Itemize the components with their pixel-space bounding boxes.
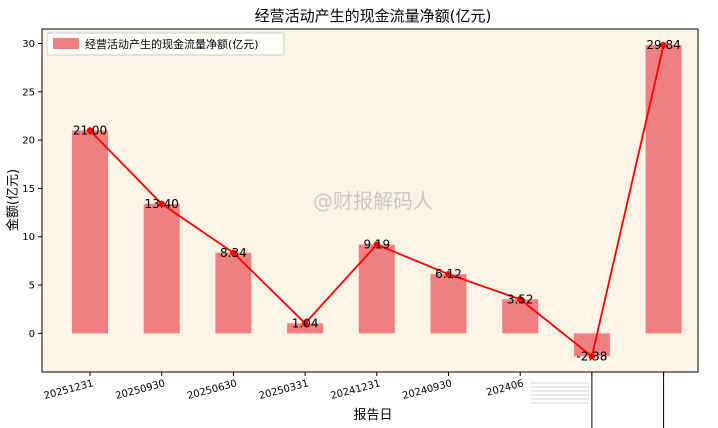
bar (430, 274, 467, 334)
x-tick-label: 20251231 (43, 378, 95, 402)
data-label: 13.40 (145, 197, 179, 211)
data-label: 9.19 (363, 238, 390, 252)
data-label: 8.34 (220, 246, 247, 260)
x-tick-label: 20250930 (114, 378, 166, 402)
data-label: 6.12 (435, 267, 462, 281)
line-point (158, 200, 165, 208)
bar (72, 130, 108, 334)
x-tick-label: 202406 (485, 378, 525, 399)
bar (143, 203, 180, 334)
tooltip-overlay (531, 372, 681, 428)
x-axis-label: 报告日 (353, 408, 392, 423)
legend: 经营活动产生的现金流量净额(亿元) (46, 32, 285, 56)
bar (215, 252, 252, 334)
x-tick-label: 20241231 (330, 378, 382, 402)
y-tick-label: 20 (22, 136, 35, 147)
x-tick-label: 20250630 (186, 378, 238, 402)
y-tick-label: 15 (22, 184, 35, 195)
bar (645, 45, 682, 334)
bar (287, 323, 324, 334)
line-point (660, 41, 667, 49)
bar (573, 333, 610, 357)
bar (358, 244, 395, 334)
data-label: -2.38 (576, 349, 607, 363)
data-label: 21.00 (73, 123, 107, 137)
y-axis-label: 金额(亿元) (5, 169, 21, 231)
y-tick-label: 25 (22, 87, 35, 98)
data-label: 3.52 (507, 292, 534, 306)
x-tick-label: 20240930 (401, 378, 453, 402)
line-point (230, 249, 237, 256)
data-label: 29.84 (646, 38, 680, 52)
legend-swatch (53, 38, 79, 49)
line-point (517, 296, 524, 303)
y-tick-label: 10 (22, 232, 35, 243)
plot-frame (41, 28, 699, 373)
watermark: @财报解码人 (313, 189, 433, 213)
y-tick-label: 30 (22, 39, 35, 50)
line-point (445, 271, 452, 278)
line-point (301, 320, 309, 327)
line-point (86, 127, 94, 134)
y-tick-label: 0 (29, 329, 35, 340)
legend-box (46, 32, 285, 56)
line-point (588, 353, 596, 360)
y-tick-label: 5 (29, 281, 35, 292)
bar (502, 299, 539, 334)
line-point (373, 241, 380, 248)
x-tick-label: 20250331 (258, 378, 310, 402)
legend-label: 经营活动产生的现金流量净额(亿元) (85, 37, 259, 51)
chart-title: 经营活动产生的现金流量净额(亿元) (255, 7, 492, 25)
data-label: 1.04 (292, 316, 319, 330)
